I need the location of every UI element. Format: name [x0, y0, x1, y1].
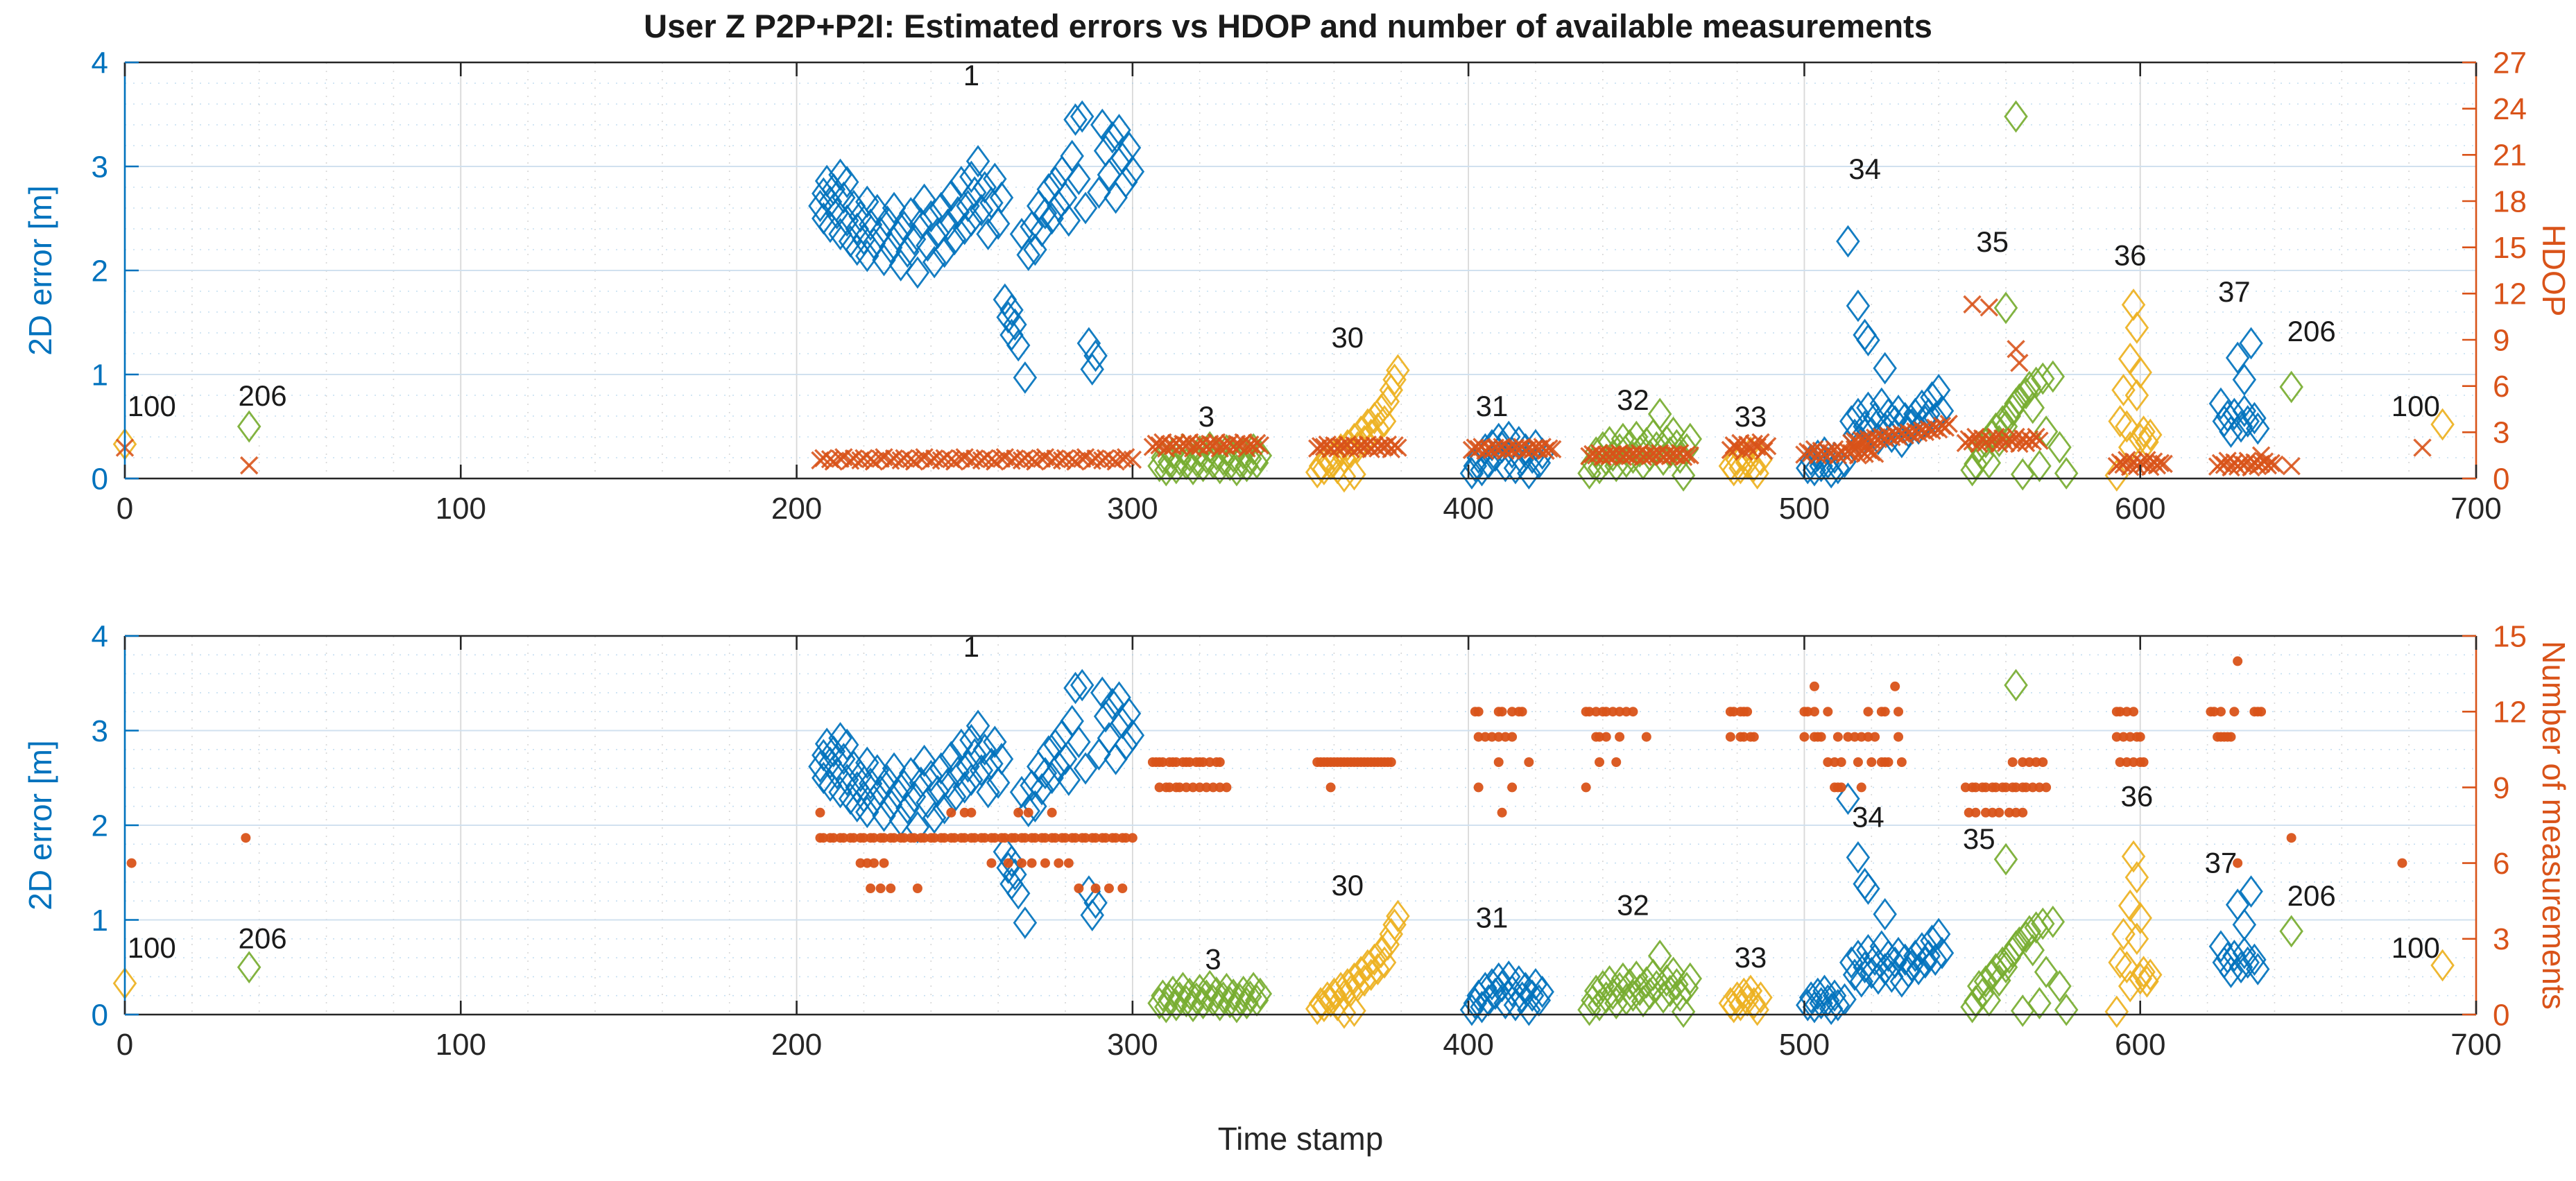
svg-text:12: 12	[2493, 277, 2527, 311]
svg-text:1: 1	[963, 59, 979, 92]
svg-text:30: 30	[1331, 869, 1364, 902]
svg-text:33: 33	[1735, 400, 1767, 433]
bottom-series-error-2d-yellow	[112, 840, 2455, 1029]
svg-text:700: 700	[2450, 492, 2501, 526]
top-series-error-2d-green	[237, 100, 2303, 492]
svg-text:35: 35	[1976, 225, 2009, 258]
svg-text:200: 200	[771, 492, 822, 526]
svg-text:1: 1	[92, 358, 108, 392]
svg-text:206: 206	[239, 922, 287, 954]
svg-text:36: 36	[2114, 239, 2147, 272]
svg-text:100: 100	[436, 1028, 486, 1062]
svg-text:300: 300	[1107, 1028, 1158, 1062]
svg-text:3: 3	[92, 150, 108, 184]
bottom-series-num-measurements	[126, 656, 2407, 893]
svg-text:100: 100	[436, 492, 486, 526]
svg-text:3: 3	[92, 714, 108, 748]
svg-text:206: 206	[2287, 315, 2336, 347]
top-series-hdop	[115, 295, 2432, 477]
svg-text:37: 37	[2218, 275, 2251, 308]
svg-text:100: 100	[2392, 390, 2440, 422]
svg-text:6: 6	[2493, 847, 2509, 881]
svg-text:400: 400	[1443, 1028, 1493, 1062]
bottom-cluster-labels: 100 206 1 3 30 31 32 33 34 35 36 37 206 100	[128, 630, 2440, 975]
svg-text:15: 15	[2493, 619, 2527, 653]
svg-text:0: 0	[92, 462, 108, 496]
ylabel-num-measurements: Number of measurements	[2536, 641, 2572, 1010]
top-cluster-labels: 100 206 1 3 30 31 32 33 34 35 36 37 206 100	[128, 59, 2440, 433]
svg-text:21: 21	[2493, 139, 2527, 173]
xlabel-time-stamp: Time stamp	[1217, 1121, 1384, 1157]
svg-text:200: 200	[771, 1028, 822, 1062]
top-series-error-2d-blue	[808, 100, 2270, 490]
bottom-frame	[123, 635, 2478, 1016]
svg-text:0: 0	[2493, 998, 2509, 1032]
bottom-series-error-2d-green	[237, 669, 2303, 1028]
svg-text:9: 9	[2493, 771, 2509, 805]
svg-text:0: 0	[92, 998, 108, 1032]
svg-text:500: 500	[1779, 1028, 1830, 1062]
svg-text:27: 27	[2493, 46, 2527, 80]
svg-text:4: 4	[92, 46, 108, 80]
ylabel-error-bottom: 2D error [m]	[22, 740, 58, 911]
svg-text:12: 12	[2493, 696, 2527, 730]
svg-text:100: 100	[128, 931, 176, 964]
svg-text:34: 34	[1848, 153, 1881, 185]
svg-text:400: 400	[1443, 492, 1493, 526]
top-series	[112, 100, 2455, 493]
svg-text:6: 6	[2493, 370, 2509, 404]
top-series-error-2d-yellow	[112, 288, 2455, 493]
svg-text:2: 2	[92, 254, 108, 288]
svg-text:34: 34	[1852, 801, 1884, 834]
svg-text:24: 24	[2493, 92, 2527, 126]
svg-text:3: 3	[2493, 922, 2509, 956]
svg-text:31: 31	[1476, 390, 1509, 422]
ylabel-error-top: 2D error [m]	[22, 185, 58, 356]
bottom-grid	[125, 636, 2476, 1015]
svg-text:4: 4	[92, 619, 108, 653]
svg-text:36: 36	[2121, 780, 2154, 813]
svg-text:1: 1	[963, 630, 979, 663]
top-ticks: 0 100 200 300 400 500 600 700012340369121518212…	[92, 46, 2527, 526]
svg-text:3: 3	[2493, 416, 2509, 450]
svg-text:30: 30	[1331, 321, 1364, 354]
svg-text:1: 1	[92, 904, 108, 938]
bottom-series	[112, 656, 2455, 1029]
svg-text:37: 37	[2205, 846, 2238, 879]
svg-text:15: 15	[2493, 231, 2527, 265]
svg-text:700: 700	[2450, 1028, 2501, 1062]
svg-text:0: 0	[117, 492, 133, 526]
svg-text:3: 3	[1199, 400, 1214, 433]
svg-text:32: 32	[1617, 889, 1649, 922]
svg-text:600: 600	[2115, 1028, 2165, 1062]
figure-title: User Z P2P+P2I: Estimated errors vs HDOP…	[644, 8, 1932, 44]
svg-text:33: 33	[1735, 941, 1767, 974]
svg-text:31: 31	[1476, 901, 1509, 933]
svg-text:18: 18	[2493, 184, 2527, 218]
svg-text:206: 206	[2287, 879, 2336, 912]
svg-text:600: 600	[2115, 492, 2165, 526]
svg-text:300: 300	[1107, 492, 1158, 526]
svg-text:206: 206	[239, 379, 287, 412]
svg-text:3: 3	[1205, 942, 1221, 975]
svg-text:2: 2	[92, 809, 108, 843]
top-plot: 0 100 200 300 400 500 600 700012340369121518212…	[92, 46, 2527, 526]
bottom-series-error-2d-blue	[808, 669, 2270, 1026]
svg-text:100: 100	[128, 390, 176, 422]
svg-text:0: 0	[117, 1028, 133, 1062]
ylabel-hdop: HDOP	[2536, 224, 2572, 317]
svg-text:35: 35	[1963, 822, 1995, 855]
svg-text:0: 0	[2493, 462, 2509, 496]
svg-text:9: 9	[2493, 323, 2509, 357]
svg-text:500: 500	[1779, 492, 1830, 526]
top-grid	[125, 62, 2476, 479]
svg-text:32: 32	[1617, 383, 1649, 416]
svg-text:100: 100	[2392, 931, 2440, 964]
